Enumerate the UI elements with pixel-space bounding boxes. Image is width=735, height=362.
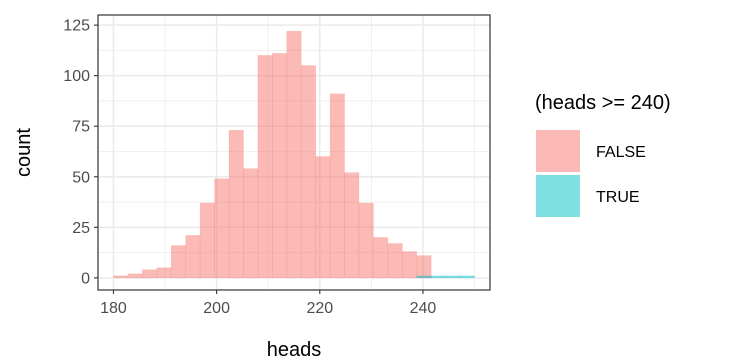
x-tick-label: 180 <box>100 300 127 317</box>
histogram-bar <box>315 156 331 279</box>
x-tick-label: 200 <box>203 300 230 317</box>
series-true <box>416 275 475 279</box>
plot-border <box>97 14 491 291</box>
x-tick-label: 220 <box>306 300 333 317</box>
histogram-bar <box>358 202 374 279</box>
legend-entry-false: FALSE <box>536 130 646 172</box>
legend-entries: FALSE TRUE <box>536 130 646 217</box>
histogram-bar <box>257 55 273 279</box>
histogram-bar <box>344 172 360 279</box>
histogram-bar <box>199 202 215 279</box>
histogram-bar <box>127 273 143 279</box>
y-tick-label: 100 <box>63 68 90 85</box>
x-tick-label: 240 <box>410 300 437 317</box>
y-tick-label: 125 <box>63 18 90 35</box>
legend-label: TRUE <box>596 189 640 206</box>
histogram-bar <box>430 275 446 279</box>
histogram-bar <box>416 255 432 279</box>
series-false <box>113 30 432 279</box>
histogram-bar <box>185 235 201 279</box>
histogram-bar <box>243 168 259 279</box>
histogram-bar <box>272 53 288 279</box>
histogram-bar <box>373 237 389 279</box>
histogram-bar <box>286 30 302 279</box>
legend: (heads >= 240) FALSE TRUE <box>535 92 671 217</box>
histogram-bar <box>170 245 186 279</box>
y-tick-label: 75 <box>72 119 90 136</box>
histogram-bar <box>228 129 244 279</box>
histogram-bar <box>156 267 172 279</box>
histogram-bar <box>300 65 316 279</box>
legend-entry-true: TRUE <box>536 175 640 217</box>
histogram-bar <box>402 251 418 279</box>
histogram-bar <box>329 93 345 279</box>
histogram-bar <box>214 178 230 279</box>
histogram-bar <box>459 275 475 279</box>
y-axis-title: count <box>13 128 35 177</box>
legend-swatch <box>536 130 580 172</box>
legend-swatch <box>536 175 580 217</box>
histogram-bars <box>113 30 475 279</box>
legend-title: (heads >= 240) <box>535 92 671 114</box>
histogram-bar <box>416 275 432 279</box>
y-tick-label: 25 <box>72 220 90 237</box>
histogram-bar <box>387 243 403 279</box>
histogram-bar <box>142 269 158 279</box>
axes: 180 200 220 240 0 25 50 75 100 125 <box>63 18 436 317</box>
legend-label: FALSE <box>596 144 646 161</box>
y-tick-label: 0 <box>81 270 90 287</box>
histogram-bar <box>445 275 461 279</box>
histogram-bar <box>113 275 129 279</box>
y-tick-label: 50 <box>72 169 90 186</box>
x-axis-title: heads <box>267 339 322 361</box>
